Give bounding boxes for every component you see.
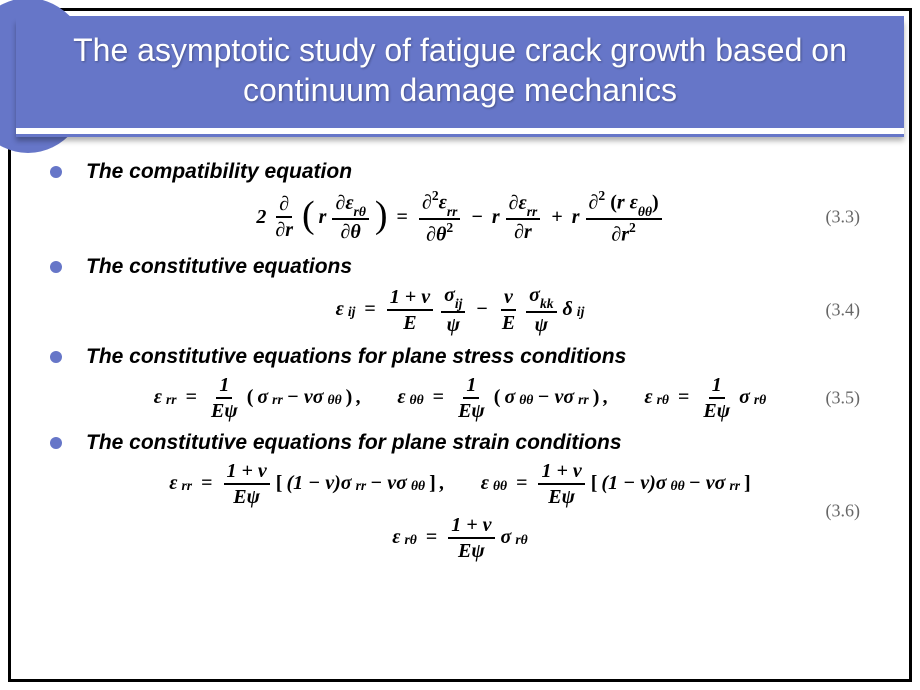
bullet-icon [50, 437, 62, 449]
bullet-heading: The constitutive equations for plane str… [86, 345, 626, 369]
bullet-item: The constitutive equations for plane str… [50, 345, 870, 369]
equation-3-6: εrr = 1 + νEψ [(1 − ν)σrr − νσθθ] , εθθ … [50, 461, 870, 561]
bullet-item: The constitutive equations for plane str… [50, 431, 870, 455]
bullet-heading: The constitutive equations [86, 255, 352, 279]
equation-number: (3.6) [826, 500, 861, 521]
equation-3-5: εrr = 1Eψ (σrr − νσθθ) , εθθ = 1Eψ (σθθ … [50, 375, 870, 421]
bullet-item: The constitutive equations [50, 255, 870, 279]
equation-3-3: 2 ∂∂r ( r ∂εrθ∂θ ) = ∂2εrr∂θ2 − r ∂εrr∂r… [50, 190, 870, 245]
bullet-icon [50, 351, 62, 363]
equation-number: (3.4) [826, 299, 861, 320]
slide-title: The asymptotic study of fatigue crack gr… [46, 30, 874, 110]
equation-3-4: εij = 1 + νE σijψ − νE σkkψ δij (3.4) [50, 285, 870, 335]
bullet-icon [50, 261, 62, 273]
bullet-icon [50, 166, 62, 178]
slide-content: The compatibility equation 2 ∂∂r ( r ∂εr… [50, 150, 870, 670]
bullet-heading: The compatibility equation [86, 160, 352, 184]
equation-number: (3.5) [826, 387, 861, 408]
bullet-item: The compatibility equation [50, 160, 870, 184]
title-banner: The asymptotic study of fatigue crack gr… [16, 16, 904, 134]
bullet-heading: The constitutive equations for plane str… [86, 431, 622, 455]
equation-number: (3.3) [826, 207, 861, 228]
